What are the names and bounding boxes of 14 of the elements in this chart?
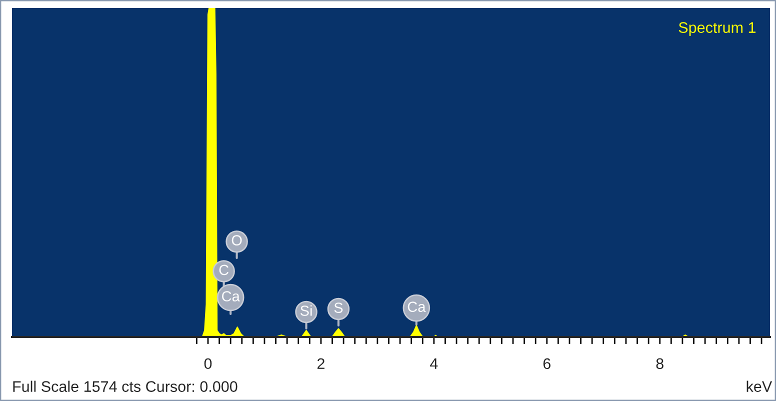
- x-tick-label: 4: [430, 358, 438, 369]
- annotation: Ca: [408, 302, 426, 312]
- annotation: S: [334, 302, 343, 313]
- x-tick-label: 2: [317, 358, 324, 369]
- x-tick-label: 0: [204, 358, 212, 370]
- annotation: Si: [300, 305, 312, 316]
- annotation: Ca: [222, 291, 240, 302]
- annotation: O: [232, 235, 242, 246]
- x-tick-label: 8: [656, 358, 664, 370]
- annotation: C: [219, 264, 229, 276]
- x-tick-label: 6: [543, 358, 550, 370]
- text: Spectrum 1: [678, 22, 756, 36]
- text: Full Scale 1574 cts Cursor: 0.000: [13, 380, 238, 392]
- x-axis-title: keV: [746, 380, 772, 392]
